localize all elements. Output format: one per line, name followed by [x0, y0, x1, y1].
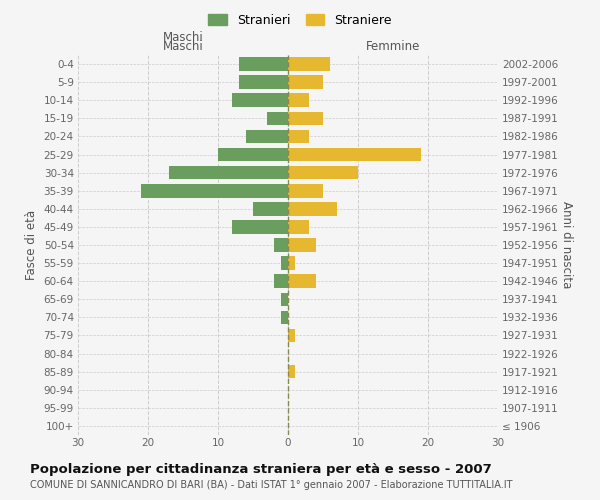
- Bar: [288, 94, 309, 107]
- Bar: [274, 274, 288, 288]
- Bar: [246, 130, 288, 143]
- Text: Maschi: Maschi: [163, 40, 203, 52]
- Bar: [288, 220, 309, 234]
- Bar: [281, 292, 288, 306]
- Bar: [288, 328, 295, 342]
- Y-axis label: Anni di nascita: Anni di nascita: [560, 202, 573, 288]
- Text: Popolazione per cittadinanza straniera per età e sesso - 2007: Popolazione per cittadinanza straniera p…: [30, 462, 492, 475]
- Text: Femmine: Femmine: [366, 40, 420, 52]
- Bar: [288, 130, 309, 143]
- Bar: [232, 94, 288, 107]
- Bar: [288, 166, 358, 179]
- Bar: [267, 112, 288, 125]
- Y-axis label: Fasce di età: Fasce di età: [25, 210, 38, 280]
- Bar: [288, 148, 421, 162]
- Bar: [239, 58, 288, 71]
- Bar: [169, 166, 288, 179]
- Bar: [288, 256, 295, 270]
- Bar: [288, 184, 323, 198]
- Bar: [288, 238, 316, 252]
- Bar: [253, 202, 288, 215]
- Bar: [232, 220, 288, 234]
- Bar: [218, 148, 288, 162]
- Bar: [288, 274, 316, 288]
- Bar: [288, 58, 330, 71]
- Bar: [288, 112, 323, 125]
- Text: COMUNE DI SANNICANDRO DI BARI (BA) - Dati ISTAT 1° gennaio 2007 - Elaborazione T: COMUNE DI SANNICANDRO DI BARI (BA) - Dat…: [30, 480, 512, 490]
- Bar: [288, 365, 295, 378]
- Legend: Stranieri, Straniere: Stranieri, Straniere: [203, 8, 397, 32]
- Bar: [141, 184, 288, 198]
- Bar: [274, 238, 288, 252]
- Bar: [281, 256, 288, 270]
- Bar: [281, 310, 288, 324]
- Bar: [288, 76, 323, 89]
- Bar: [239, 76, 288, 89]
- Bar: [288, 202, 337, 215]
- Text: Maschi: Maschi: [163, 30, 203, 44]
